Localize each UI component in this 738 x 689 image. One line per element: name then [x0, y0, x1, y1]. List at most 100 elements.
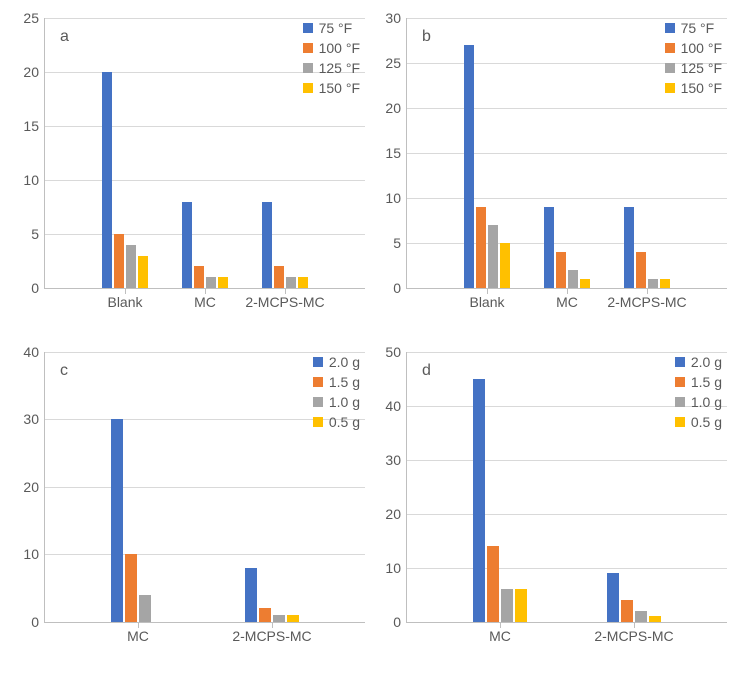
- bar: [114, 234, 124, 288]
- grid-line: [45, 352, 365, 353]
- y-tick-label: 25: [23, 10, 45, 26]
- legend-swatch: [665, 63, 675, 73]
- legend-swatch: [313, 417, 323, 427]
- y-tick-label: 50: [385, 344, 407, 360]
- bar: [556, 252, 566, 288]
- legend-item: 0.5 g: [313, 414, 360, 430]
- grid-line: [45, 126, 365, 127]
- x-tick-label: MC: [556, 288, 578, 310]
- bar: [126, 245, 136, 288]
- legend-item: 100 °F: [665, 40, 722, 56]
- legend-item: 1.5 g: [675, 374, 722, 390]
- legend-label: 0.5 g: [691, 414, 722, 430]
- legend: 2.0 g 1.5 g 1.0 g 0.5 g: [675, 354, 722, 430]
- panel-a: 0510152025BlankMC2-MCPS-MCa75 °F100 °F12…: [10, 10, 366, 326]
- y-tick-label: 40: [23, 344, 45, 360]
- legend-item: 125 °F: [665, 60, 722, 76]
- legend-label: 75 °F: [319, 20, 353, 36]
- bar: [102, 72, 112, 288]
- legend-item: 2.0 g: [313, 354, 360, 370]
- bar: [245, 568, 257, 622]
- legend-swatch: [313, 357, 323, 367]
- legend: 75 °F 100 °F 125 °F 150 °F: [303, 20, 360, 96]
- bar: [298, 277, 308, 288]
- bar: [473, 379, 485, 622]
- grid-line: [407, 460, 727, 461]
- grid-line: [407, 153, 727, 154]
- legend-item: 2.0 g: [675, 354, 722, 370]
- legend-swatch: [675, 417, 685, 427]
- grid-line: [45, 487, 365, 488]
- legend-label: 150 °F: [681, 80, 722, 96]
- legend-item: 125 °F: [303, 60, 360, 76]
- bar: [648, 279, 658, 288]
- bar: [218, 277, 228, 288]
- legend-item: 75 °F: [665, 20, 722, 36]
- x-tick-label: Blank: [469, 288, 504, 310]
- legend-item: 100 °F: [303, 40, 360, 56]
- legend-swatch: [313, 397, 323, 407]
- legend-swatch: [303, 43, 313, 53]
- x-tick-label: MC: [489, 622, 511, 644]
- bar: [488, 225, 498, 288]
- y-tick-label: 10: [385, 190, 407, 206]
- legend-label: 1.0 g: [329, 394, 360, 410]
- legend-swatch: [675, 357, 685, 367]
- panel-d: 01020304050MC2-MCPS-MCd2.0 g1.5 g1.0 g0.…: [372, 344, 728, 660]
- bar: [287, 615, 299, 622]
- grid-line: [407, 243, 727, 244]
- legend-label: 100 °F: [681, 40, 722, 56]
- figure: 0510152025BlankMC2-MCPS-MCa75 °F100 °F12…: [0, 0, 738, 689]
- y-tick-label: 15: [385, 145, 407, 161]
- legend-label: 100 °F: [319, 40, 360, 56]
- x-tick-label: Blank: [107, 288, 142, 310]
- legend-item: 1.0 g: [675, 394, 722, 410]
- bar: [515, 589, 527, 621]
- y-tick-label: 10: [23, 172, 45, 188]
- legend-label: 125 °F: [681, 60, 722, 76]
- bar: [660, 279, 670, 288]
- bar: [544, 207, 554, 288]
- bar: [636, 252, 646, 288]
- y-tick-label: 10: [23, 546, 45, 562]
- bar: [111, 419, 123, 622]
- grid-line: [407, 568, 727, 569]
- bar: [125, 554, 137, 622]
- legend: 75 °F 100 °F 125 °F 150 °F: [665, 20, 722, 96]
- x-tick-label: 2-MCPS-MC: [607, 288, 686, 310]
- bar: [138, 256, 148, 288]
- y-tick-label: 5: [31, 226, 45, 242]
- bar: [580, 279, 590, 288]
- bar: [487, 546, 499, 622]
- grid-line: [45, 180, 365, 181]
- grid-line: [45, 18, 365, 19]
- legend-swatch: [303, 83, 313, 93]
- panel-letter: c: [60, 362, 68, 380]
- legend-label: 0.5 g: [329, 414, 360, 430]
- y-tick-label: 20: [23, 479, 45, 495]
- y-tick-label: 30: [385, 452, 407, 468]
- legend-item: 1.5 g: [313, 374, 360, 390]
- legend-label: 1.0 g: [691, 394, 722, 410]
- legend-item: 150 °F: [303, 80, 360, 96]
- legend-swatch: [313, 377, 323, 387]
- x-tick-label: 2-MCPS-MC: [594, 622, 673, 644]
- bar: [286, 277, 296, 288]
- bar: [501, 589, 513, 621]
- legend-item: 75 °F: [303, 20, 360, 36]
- bar: [464, 45, 474, 288]
- bar: [476, 207, 486, 288]
- y-tick-label: 0: [393, 280, 407, 296]
- bar: [139, 595, 151, 622]
- y-tick-label: 20: [385, 100, 407, 116]
- panel-letter: d: [422, 362, 431, 380]
- legend-item: 0.5 g: [675, 414, 722, 430]
- y-tick-label: 0: [31, 280, 45, 296]
- legend: 2.0 g 1.5 g 1.0 g 0.5 g: [313, 354, 360, 430]
- y-tick-label: 0: [31, 614, 45, 630]
- y-tick-label: 25: [385, 55, 407, 71]
- y-tick-label: 30: [23, 411, 45, 427]
- legend-swatch: [665, 83, 675, 93]
- y-tick-label: 10: [385, 560, 407, 576]
- bar: [182, 202, 192, 288]
